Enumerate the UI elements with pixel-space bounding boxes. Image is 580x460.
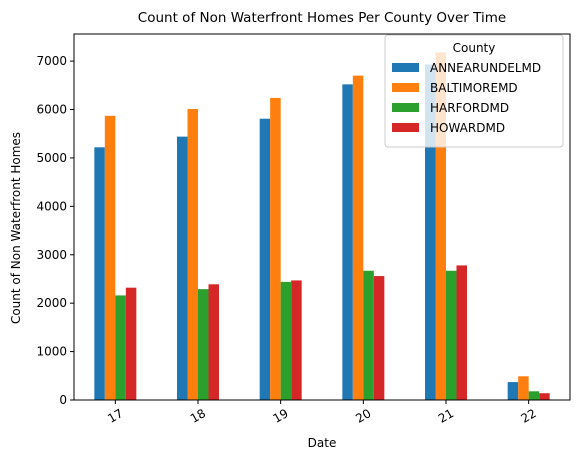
bar-harfordmd-18 [198,289,209,400]
legend-label-harfordmd: HARFORDMD [430,101,509,115]
legend-title: County [453,41,496,55]
x-tick-label: 20 [353,406,373,426]
y-tick-label: 4000 [36,199,67,213]
bar-annearundelmd-22 [507,382,519,400]
chart-title: Count of Non Waterfront Homes Per County… [138,10,506,26]
x-tick-label: 21 [436,406,456,426]
bar-baltimoremd-18 [187,109,198,400]
y-tick-label: 0 [59,393,67,407]
x-axis-label: Date [308,436,337,450]
y-tick-label: 3000 [36,248,67,262]
bar-baltimoremd-21 [435,52,446,401]
bar-annearundelmd-18 [177,136,188,400]
bar-baltimoremd-19 [270,97,281,401]
bar-baltimoremd-17 [104,115,116,400]
bar-annearundelmd-17 [94,147,105,400]
y-axis-label: Count of Non Waterfront Homes [9,132,23,324]
x-tick-label: 17 [105,406,125,426]
legend-label-howardmd: HOWARDMD [430,121,505,135]
bar-annearundelmd-21 [425,64,436,400]
legend-swatch-howardmd [392,123,419,132]
legend: County ANNEARUNDELMD BALTIMOREMD HARFORDMD… [384,34,564,148]
y-tick-label: 5000 [36,151,67,165]
legend-label-baltimoremd: BALTIMOREMD [430,81,518,95]
legend-label-annearundelmd: ANNEARUNDELMD [430,61,541,75]
legend-swatch-harfordmd [392,103,419,112]
legend-swatch-baltimoremd [392,83,419,92]
plot-area [73,33,571,401]
y-tick-label: 1000 [36,345,67,359]
bar-howardmd-19 [291,280,302,400]
bar-howardmd-18 [208,284,219,400]
bar-harfordmd-21 [446,270,457,400]
y-tick-label: 2000 [36,296,67,310]
bar-harfordmd-17 [115,295,126,400]
bar-howardmd-22 [539,393,550,400]
bar-annearundelmd-19 [259,118,271,400]
x-axis: 17 18 19 20 21 22 [105,400,539,426]
x-tick-label: 19 [271,406,291,426]
bar-harfordmd-22 [528,391,540,400]
y-tick-label: 6000 [36,103,67,117]
bar-baltimoremd-22 [518,376,529,400]
y-tick-label: 7000 [36,54,67,68]
bar-annearundelmd-20 [342,84,353,400]
y-axis: 0 1000 2000 3000 4000 5000 6000 7000 [36,54,74,407]
legend-frame [384,34,564,148]
x-tick-label: 18 [188,406,208,426]
bar-baltimoremd-20 [352,75,364,400]
x-tick-label: 22 [519,406,539,426]
bar-howardmd-21 [456,265,467,400]
bar-howardmd-17 [125,287,137,400]
bar-harfordmd-19 [280,281,292,400]
plot-frame [73,33,571,401]
legend-swatch-annearundelmd [392,63,419,72]
bar-howardmd-20 [373,276,385,400]
bar-harfordmd-20 [363,270,374,400]
